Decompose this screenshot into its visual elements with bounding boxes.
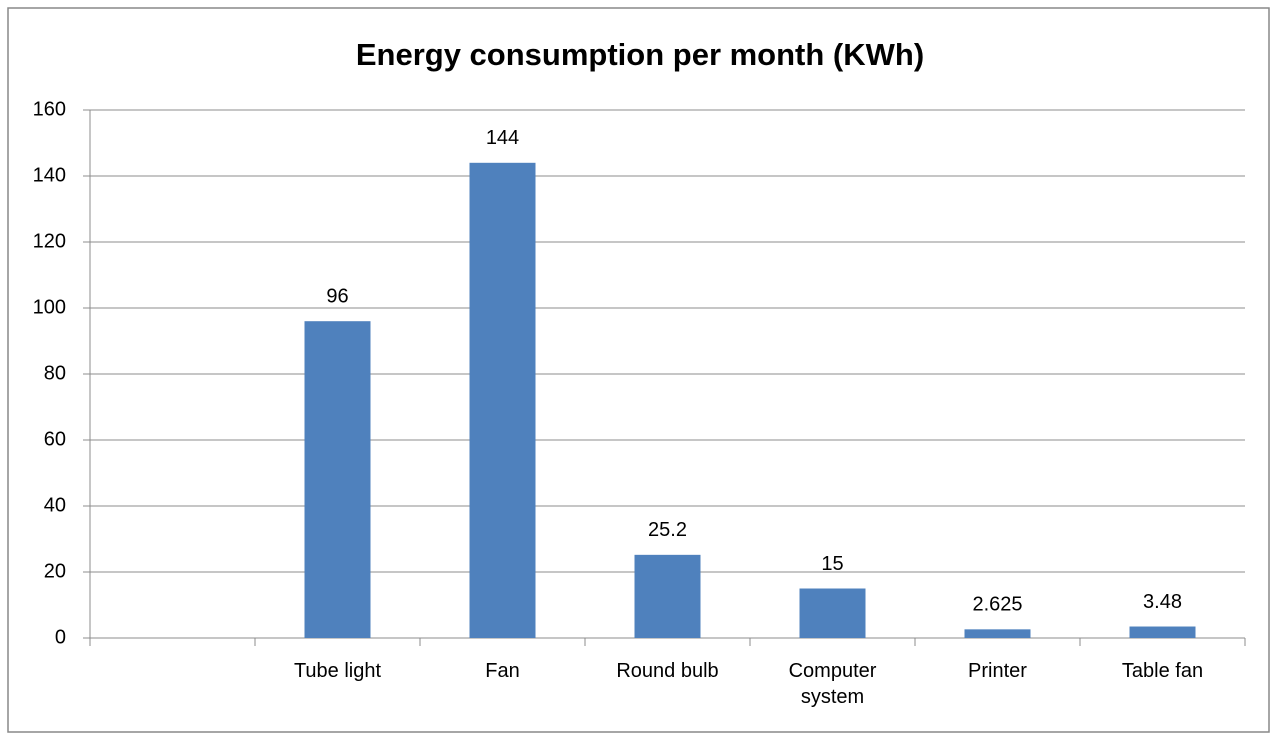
- bar: [799, 588, 866, 638]
- bar: [469, 162, 536, 639]
- bar: [634, 554, 701, 638]
- data-label: 96: [326, 285, 348, 307]
- y-tick-label: 20: [44, 560, 66, 582]
- y-tick-label: 120: [33, 230, 66, 252]
- x-tick-label: Tube light: [293, 660, 382, 682]
- x-tick-label: Fan: [485, 660, 520, 682]
- y-tick-label: 0: [55, 626, 66, 648]
- data-label: 3.48: [1143, 591, 1182, 613]
- bar: [1129, 626, 1196, 638]
- y-tick-label: 80: [44, 362, 66, 384]
- bar: [304, 321, 371, 638]
- y-tick-label: 40: [44, 494, 66, 516]
- data-label: 2.625: [972, 594, 1022, 616]
- y-tick-label: 100: [33, 296, 66, 318]
- y-tick-label: 140: [33, 164, 66, 186]
- y-tick-label: 160: [33, 98, 66, 120]
- x-tick-label: Table fan: [1121, 660, 1204, 682]
- data-label: 144: [486, 127, 519, 149]
- y-tick-label: 60: [44, 428, 66, 450]
- x-tick-label: Printer: [968, 660, 1027, 682]
- bar: [964, 629, 1031, 638]
- chart-title: Energy consumption per month (KWh): [356, 37, 924, 72]
- data-label: 15: [821, 553, 843, 575]
- x-tick-label: Computer system: [788, 660, 877, 708]
- x-tick-label: Round bulb: [616, 660, 719, 682]
- data-label: 25.2: [648, 519, 687, 541]
